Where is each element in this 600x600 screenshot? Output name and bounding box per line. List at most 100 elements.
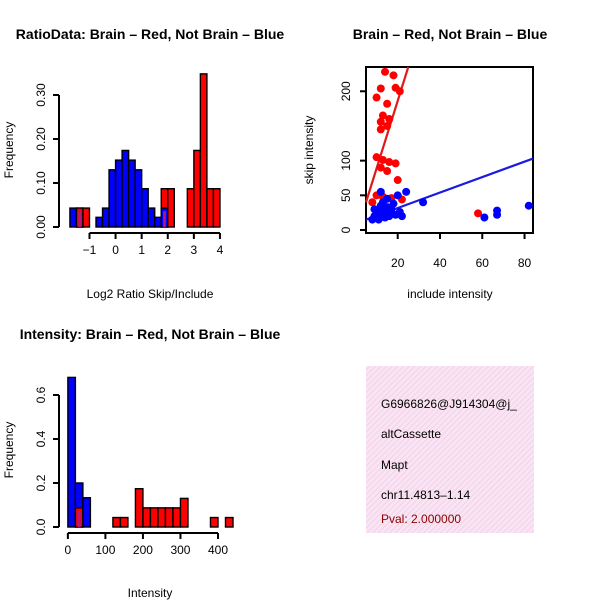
intensity-hist-x-tick-label: 200 [133, 543, 153, 557]
ratio-hist-y-tick-label: 0.20 [34, 127, 48, 151]
scatter-point-blue [524, 201, 533, 210]
ratio-hist-bar-blue [114, 159, 123, 228]
scatter-y-tick-label: 100 [339, 150, 353, 170]
ratio-hist-x-tick-label: 1 [138, 243, 145, 257]
ratio-hist-bar-red [199, 73, 208, 228]
info-gene: Mapt [381, 458, 408, 472]
scatter-x-tick-label: 20 [391, 256, 405, 270]
ratio-hist-bar-blue [147, 207, 156, 228]
scatter-x-tick-label: 40 [433, 256, 447, 270]
intensity-hist-bar-red [134, 488, 144, 528]
scatter-point-blue [389, 199, 398, 208]
intensity-hist-bars [67, 376, 234, 528]
ratio-hist-bar-blue [140, 188, 149, 228]
info-pval: Pval: 2.000000 [381, 512, 461, 526]
intensity-hist-title: Intensity: Brain – Red, Not Brain – Blue [20, 326, 281, 342]
intensity-hist-y-tick-label: 0.0 [34, 518, 48, 535]
scatter-point-red [474, 209, 483, 218]
ratio-hist-bar-blue [69, 207, 78, 228]
ratio-hist-bar-blue [134, 169, 143, 228]
intensity-hist-x-tick-label: 300 [170, 543, 190, 557]
ratio-hist-title: RatioData: Brain – Red, Not Brain – Blue [16, 26, 285, 42]
ratio-hist-bar-blue [121, 149, 130, 228]
ratio-hist-x-tick-label: 0 [112, 243, 119, 257]
ratio-hist-y-tick-label: 0.00 [34, 215, 48, 239]
ratio-hist-bar-blue [108, 169, 117, 228]
intensity-hist-xlabel: Intensity [128, 586, 173, 600]
ratio-hist-x-tick-label: 3 [191, 243, 198, 257]
scatter-point-red [372, 93, 381, 102]
ratio-hist-bar-red [212, 188, 221, 228]
scatter-point-red [385, 115, 394, 124]
info-box [366, 366, 534, 533]
intensity-hist-bar-red [112, 516, 122, 528]
scatter-plot-box [365, 66, 534, 234]
scatter-point-blue [376, 187, 385, 196]
scatter-point-blue [480, 213, 489, 222]
ratio-hist-axes: −1 0 1 2 3 4 0.00 0.10 0.20 0.30 [34, 83, 224, 257]
scatter-points [368, 67, 533, 224]
intensity-hist-bar-red [172, 507, 182, 528]
ratio-hist-bar-red [206, 188, 215, 228]
scatter-point-red [368, 198, 377, 207]
scatter-point-red [372, 153, 381, 162]
ratio-hist-y-tick-label: 0.30 [34, 83, 48, 107]
intensity-hist-x-tick-label: 0 [65, 543, 72, 557]
intensity-hist-y-tick-label: 0.2 [34, 474, 48, 491]
ratio-hist-bar-red [193, 149, 202, 228]
scatter-y-tick-label: 200 [339, 81, 353, 101]
ratio-hist-bar-red [82, 207, 91, 228]
scatter-y-tick-label: 50 [339, 188, 353, 202]
scatter-point-red [385, 158, 394, 167]
scatter-ylabel: skip intensity [302, 116, 316, 185]
ratio-hist-bar-red [186, 188, 195, 228]
scatter-point-blue [493, 206, 502, 215]
scatter-point-red [395, 87, 404, 96]
ratio-hist-x-tick-label: 2 [164, 243, 171, 257]
scatter-point-blue [374, 215, 383, 224]
scatter-point-blue [402, 187, 411, 196]
scatter-point-red [376, 117, 385, 126]
ratio-hist-bar-overlap [78, 211, 82, 227]
intensity-hist-x-tick-label: 100 [95, 543, 115, 557]
scatter-point-blue [370, 205, 379, 214]
scatter-point-red [381, 67, 390, 76]
intensity-hist-y-tick-label: 0.6 [34, 386, 48, 403]
scatter-point-red [383, 99, 392, 108]
scatter-x-tick-label: 80 [518, 256, 532, 270]
intensity-hist-bar-red [157, 507, 167, 528]
scatter-point-blue [397, 212, 406, 221]
scatter-axes: 20 40 60 80 0 50 100 200 [339, 81, 532, 270]
intensity-hist-bar-red [142, 507, 152, 528]
ratio-hist-bars [69, 73, 221, 228]
scatter-point-red [383, 121, 392, 130]
scatter-point-red [378, 155, 387, 164]
info-id: G6966826@J914304@j_ [381, 397, 517, 411]
intensity-hist-x-tick-label: 400 [208, 543, 228, 557]
ratio-hist-bar-blue [154, 216, 162, 228]
intensity-hist-bar-blue [67, 376, 77, 528]
ratio-hist-bar-blue [95, 216, 104, 228]
intensity-hist-bar-overlap [77, 510, 81, 527]
intensity-hist-bar-red [149, 507, 159, 528]
info-event: altCassette [381, 427, 441, 441]
intensity-hist-bar-red [119, 516, 129, 528]
intensity-hist-ylabel: Frequency [2, 422, 16, 479]
scatter-xlabel: include intensity [407, 287, 492, 301]
scatter-point-red [376, 125, 385, 134]
ratio-hist-bar-blue [127, 159, 136, 228]
ratio-hist-panel: RatioData: Brain – Red, Not Brain – Blue… [2, 26, 284, 301]
ratio-hist-ylabel: Frequency [2, 122, 16, 179]
scatter-fit-line-red [364, 66, 410, 203]
scatter-point-red [389, 71, 398, 80]
ratio-hist-x-tick-label: 4 [217, 243, 224, 257]
info-text-clip: G6966826@J914304@j_ altCassette Mapt chr… [381, 397, 517, 526]
scatter-point-blue [387, 208, 396, 217]
intensity-hist-panel: Intensity: Brain – Red, Not Brain – Blue… [2, 326, 281, 600]
scatter-point-red [378, 111, 387, 120]
info-panel: G6966826@J914304@j_ altCassette Mapt chr… [366, 366, 534, 533]
scatter-title: Brain – Red, Not Brain – Blue [353, 26, 548, 42]
scatter-point-red [376, 163, 385, 172]
scatter-y-tick-label: 0 [339, 226, 353, 233]
intensity-hist-bar-red [179, 497, 189, 528]
